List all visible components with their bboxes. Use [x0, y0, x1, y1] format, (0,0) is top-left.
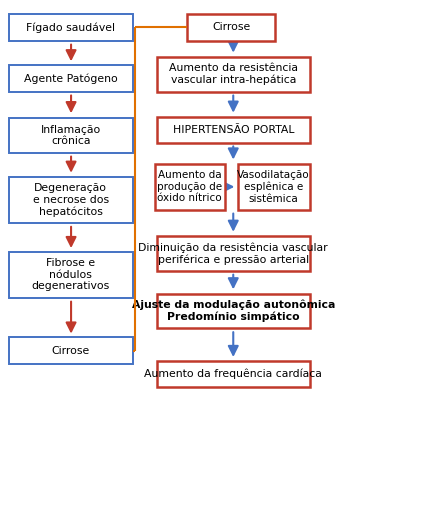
FancyBboxPatch shape: [155, 164, 225, 210]
Text: Fígado saudável: Fígado saudável: [26, 22, 116, 33]
Text: Inflamação
crônica: Inflamação crônica: [41, 125, 101, 146]
Text: Vasodilatação
esplênica e
sistêmica: Vasodilatação esplênica e sistêmica: [237, 170, 310, 204]
Text: Aumento da resistência
vascular intra-hepática: Aumento da resistência vascular intra-he…: [169, 63, 298, 86]
Text: Degeneração
e necrose dos
hepatócitos: Degeneração e necrose dos hepatócitos: [33, 183, 109, 217]
FancyBboxPatch shape: [157, 57, 310, 92]
Text: Ajuste da modulação autonômica
Predomínio simpático: Ajuste da modulação autonômica Predomíni…: [132, 300, 335, 322]
Text: Aumento da
produção de
óxido nítrico: Aumento da produção de óxido nítrico: [157, 170, 222, 204]
FancyBboxPatch shape: [9, 252, 133, 298]
FancyBboxPatch shape: [9, 14, 133, 41]
Text: Cirrose: Cirrose: [212, 22, 250, 33]
FancyBboxPatch shape: [157, 361, 310, 387]
FancyBboxPatch shape: [9, 118, 133, 153]
FancyBboxPatch shape: [157, 117, 310, 143]
FancyBboxPatch shape: [157, 236, 310, 271]
FancyBboxPatch shape: [238, 164, 310, 210]
FancyBboxPatch shape: [187, 14, 275, 41]
Text: HIPERTENSÃO PORTAL: HIPERTENSÃO PORTAL: [173, 125, 294, 135]
FancyBboxPatch shape: [157, 294, 310, 328]
Text: Cirrose: Cirrose: [52, 346, 90, 356]
FancyBboxPatch shape: [9, 65, 133, 92]
FancyBboxPatch shape: [9, 337, 133, 364]
FancyBboxPatch shape: [9, 177, 133, 223]
Text: Fibrose e
nódulos
degenerativos: Fibrose e nódulos degenerativos: [32, 258, 110, 292]
Text: Agente Patógeno: Agente Patógeno: [24, 73, 118, 83]
Text: Aumento da frequência cardíaca: Aumento da frequência cardíaca: [144, 369, 322, 379]
Text: Diminuição da resistência vascular
periférica e pressão arterial: Diminuição da resistência vascular perif…: [139, 242, 328, 265]
